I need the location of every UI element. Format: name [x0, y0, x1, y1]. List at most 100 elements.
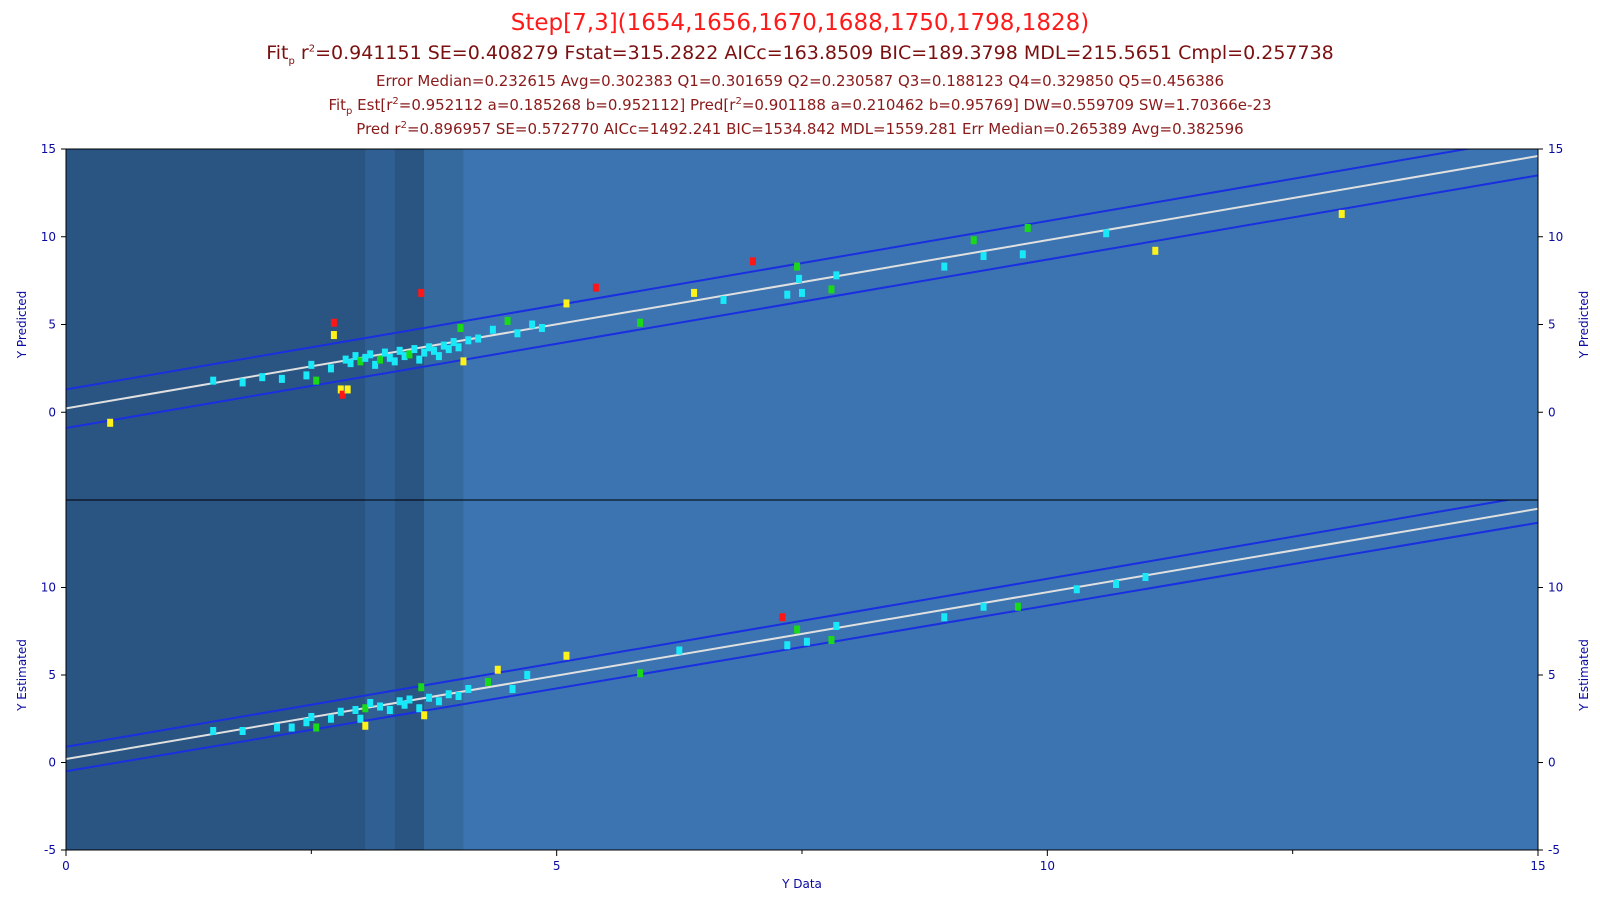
- fit-sub: p: [288, 55, 295, 67]
- data-point: [278, 374, 285, 383]
- fit-stats-line: Fitp r2=0.941151 SE=0.408279 Fstat=315.2…: [266, 42, 1334, 67]
- data-point: [465, 336, 472, 345]
- data-point: [342, 355, 349, 364]
- data-point: [509, 685, 516, 693]
- shade-band-dark: [66, 149, 366, 500]
- data-point: [455, 692, 462, 700]
- data-point: [357, 714, 364, 723]
- data-point: [489, 325, 496, 334]
- data-point: [637, 318, 644, 327]
- y-tick-label-left: 5: [48, 668, 56, 682]
- pred-a: Pred r: [356, 120, 401, 138]
- data-point: [524, 671, 531, 679]
- y-tick-label-right: 0: [1548, 756, 1556, 770]
- y-tick-label-left: 15: [41, 142, 56, 156]
- y-tick-label-left: -5: [44, 843, 56, 857]
- y-tick-label-right: 10: [1548, 230, 1563, 244]
- data-point: [386, 706, 393, 714]
- data-point: [465, 685, 472, 693]
- data-point: [288, 723, 295, 732]
- shade-band-dark: [66, 500, 366, 850]
- data-point: [494, 665, 501, 674]
- data-point: [313, 376, 320, 385]
- x-tick-label: 0: [62, 859, 70, 873]
- lower-band-line: [66, 174, 1538, 430]
- data-point: [720, 295, 727, 304]
- data-point: [411, 345, 418, 354]
- data-point: [377, 355, 384, 364]
- y-axis-label-right: Y Estimated: [1577, 639, 1591, 712]
- est-b: =0.952112 a=0.185268 b=0.952112] Pred[r: [398, 96, 736, 114]
- est-pred-line: Fitp Est[r2=0.952112 a=0.185268 b=0.9521…: [328, 96, 1272, 117]
- data-point: [1152, 246, 1159, 255]
- data-point: [794, 262, 801, 271]
- y-tick-label-left: 10: [41, 581, 56, 595]
- data-point: [344, 385, 351, 394]
- x-tick-label: 5: [553, 859, 561, 873]
- y-tick-label-left: 0: [48, 756, 56, 770]
- est-prefix: Fit: [328, 96, 347, 114]
- data-point: [970, 236, 977, 245]
- y-tick-label-right: -5: [1548, 843, 1560, 857]
- est-c: =0.901188 a=0.210462 b=0.95769] DW=0.559…: [741, 96, 1272, 114]
- data-point: [431, 346, 437, 355]
- data-point: [386, 353, 393, 362]
- y-tick-label-right: 10: [1548, 581, 1563, 595]
- data-point: [1073, 585, 1080, 594]
- data-point: [440, 341, 447, 350]
- data-point: [406, 350, 413, 359]
- shade-band-mid: [365, 149, 395, 500]
- data-point: [779, 613, 786, 622]
- fit-stats: =0.941151 SE=0.408279 Fstat=315.2822 AIC…: [315, 42, 1334, 64]
- data-point: [357, 357, 364, 366]
- data-point: [362, 721, 369, 730]
- data-point: [563, 299, 570, 308]
- data-point: [396, 697, 403, 706]
- data-point: [308, 713, 315, 721]
- x-tick-label: 10: [1040, 859, 1055, 873]
- data-point: [980, 252, 987, 261]
- data-point: [401, 352, 408, 361]
- y-axis-label-right: Y Predicted: [1577, 291, 1591, 359]
- fit-r2-label: r: [294, 42, 309, 64]
- plot-area: [66, 149, 1538, 430]
- data-point: [980, 602, 987, 611]
- pred-stats-line: Pred r2=0.896957 SE=0.572770 AICc=1492.2…: [356, 120, 1244, 138]
- data-point: [828, 285, 835, 294]
- data-point: [538, 324, 545, 333]
- data-point: [450, 338, 457, 347]
- data-point: [445, 345, 452, 354]
- y-axis-label-left: Y Predicted: [15, 291, 29, 359]
- data-point: [337, 707, 344, 716]
- data-point: [676, 646, 683, 655]
- data-point: [799, 288, 805, 297]
- data-point: [367, 350, 374, 359]
- data-point: [794, 625, 801, 634]
- data-point: [362, 704, 369, 713]
- data-point: [1338, 209, 1345, 218]
- data-point: [941, 613, 948, 622]
- data-point: [406, 695, 413, 704]
- data-point: [418, 288, 425, 297]
- shade-band-light: [424, 500, 464, 850]
- shade-band-dark-2: [394, 149, 425, 500]
- data-point: [239, 727, 246, 735]
- data-point: [303, 718, 310, 727]
- data-point: [362, 353, 369, 362]
- data-point: [784, 290, 791, 299]
- y-tick-label-left: 10: [41, 230, 56, 244]
- data-point: [1024, 223, 1031, 232]
- error-stats-line: Error Median=0.232615 Avg=0.302383 Q1=0.…: [375, 72, 1224, 90]
- data-point: [484, 678, 491, 686]
- data-point: [514, 329, 521, 338]
- data-point: [1103, 229, 1110, 238]
- lower-band-line: [66, 521, 1538, 773]
- y-tick-label-right: 15: [1548, 142, 1563, 156]
- data-point: [352, 352, 359, 361]
- data-point: [435, 352, 442, 361]
- data-point: [421, 348, 428, 357]
- data-point: [273, 723, 280, 732]
- data-point: [347, 359, 354, 368]
- data-point: [833, 622, 840, 630]
